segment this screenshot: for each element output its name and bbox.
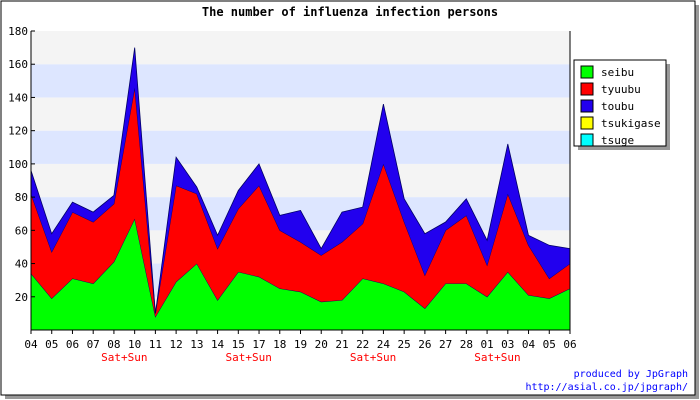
y-tick-label: 160 [8,58,28,71]
x-tick-label: 04 [24,338,38,351]
grid-band [31,31,570,65]
grid-band [31,163,570,198]
x-tick-label: 15 [232,338,245,351]
x-tick-label: 11 [149,338,162,351]
legend-swatch-tsuge [580,133,594,147]
x-tick-label: 19 [294,338,307,351]
legend-label-toubu: toubu [601,100,634,113]
legend-swatch-tsukigase [580,116,594,130]
legend-label-tyuubu: tyuubu [601,83,641,96]
y-tick-label: 20 [15,291,28,304]
grid-band [31,130,570,164]
y-tick-labels: 20 40 60 80 100 120 140 160 180 [8,25,28,304]
grid-band [31,64,570,98]
area-toubu [31,47,570,314]
stacked-areas [30,47,571,330]
axes [30,30,571,334]
x-tick-label: 04 [522,338,536,351]
y-tick-label: 140 [8,91,28,104]
x-tick-label: 13 [190,338,203,351]
weekend-label: Sat+Sun [474,351,520,364]
x-tick-label: 22 [356,338,369,351]
x-tick-label: 28 [460,338,473,351]
line-toubu [30,47,571,314]
x-tick-label: 25 [398,338,411,351]
y-tick-label: 100 [8,158,28,171]
x-tick-label: 03 [501,338,514,351]
legend-swatch-toubu [580,99,594,113]
weekend-label: Sat+Sun [350,351,396,364]
x-tick-label: 12 [169,338,182,351]
y-tick-label: 80 [15,191,28,204]
legend-label-tsukigase: tsukigase [601,117,661,130]
y-tick-label: 120 [8,125,28,138]
legend: seibu tyuubu toubu tsukigase tsuge [573,59,670,150]
legend-swatch-tyuubu [580,82,594,96]
x-tick-label: 05 [45,338,58,351]
x-tick-label: 05 [543,338,556,351]
x-tick-label: 10 [128,338,141,351]
y-tick-label: 180 [8,25,28,38]
x-tick-label: 14 [211,338,225,351]
legend-label-seibu: seibu [601,66,634,79]
area-seibu [31,218,570,330]
legend-label-tsuge: tsuge [601,134,634,147]
weekend-label: Sat+Sun [225,351,271,364]
y-tick-label: 40 [15,258,28,271]
grid-band [31,97,570,131]
x-tick-labels: 04 05 06 07 08 10 11 12 13 14 15 17 18 19 20 21 22 24 25 26… [24,338,576,364]
x-tick-label: 06 [66,338,79,351]
x-tick-label: 08 [107,338,120,351]
area-tyuubu [31,87,570,317]
x-tick-label: 26 [418,338,431,351]
credit-line-2: http://asial.co.jp/jpgraph/ [525,382,688,393]
x-tick-label: 24 [377,338,391,351]
x-tick-label: 21 [335,338,348,351]
x-tick-label: 06 [563,338,576,351]
x-tick-label: 18 [273,338,286,351]
x-tick-label: 07 [87,338,100,351]
x-tick-label: 27 [439,338,452,351]
x-tick-label: 17 [252,338,265,351]
y-tick-label: 60 [15,224,28,237]
weekend-label: Sat+Sun [101,351,147,364]
legend-swatch-seibu [580,65,594,79]
credit-line-1: produced by JpGraph [574,369,688,380]
x-tick-label: 20 [315,338,328,351]
chart-title: The number of influenza infection person… [202,5,498,19]
x-tick-label: 01 [480,338,493,351]
